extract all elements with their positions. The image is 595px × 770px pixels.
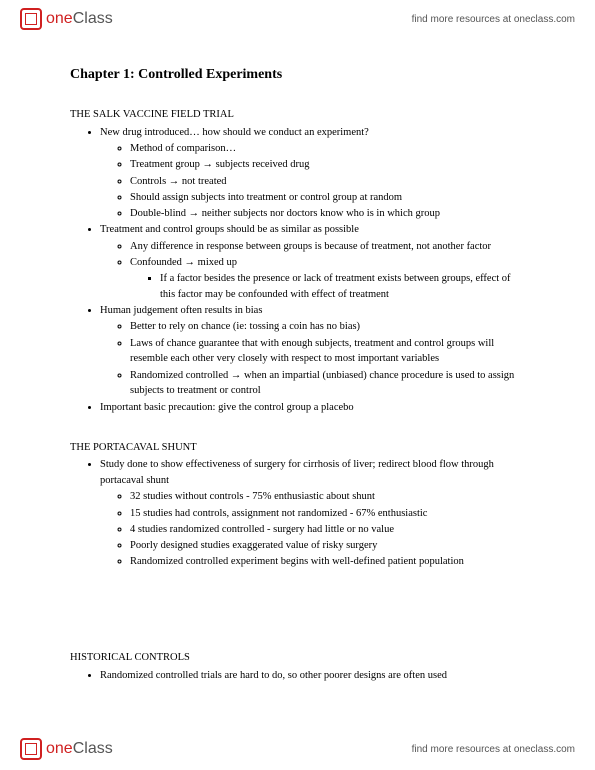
logo-one: one [46, 740, 73, 757]
document-body: Chapter 1: Controlled Experiments THE SA… [0, 34, 595, 694]
logo-class: Class [73, 740, 113, 757]
list-item: 15 studies had controls, assignment not … [130, 506, 525, 522]
list-item: If a factor besides the presence or lack… [160, 271, 525, 303]
list-item: 4 studies randomized controlled - surger… [130, 522, 525, 538]
list-item: Confounded → mixed up [130, 255, 525, 271]
header-link[interactable]: find more resources at oneclass.com [412, 14, 575, 25]
logo-text: oneClass [46, 10, 113, 28]
section-title-historical: HISTORICAL CONTROLS [70, 650, 525, 666]
list-item: Double-blind → neither subjects nor doct… [130, 206, 525, 222]
list-item: Poorly designed studies exaggerated valu… [130, 538, 525, 554]
page-footer: oneClass find more resources at oneclass… [0, 734, 595, 764]
brand-logo-footer[interactable]: oneClass [20, 738, 113, 760]
list-item: Controls → not treated [130, 174, 525, 190]
footer-link[interactable]: find more resources at oneclass.com [412, 744, 575, 755]
list-item: New drug introduced… how should we condu… [100, 125, 525, 141]
list-item: Randomized controlled trials are hard to… [100, 668, 525, 684]
list-item: Important basic precaution: give the con… [100, 400, 525, 416]
list-item: Better to rely on chance (ie: tossing a … [130, 319, 525, 335]
list-shunt: Study done to show effectiveness of surg… [70, 457, 525, 570]
list-salk: New drug introduced… how should we condu… [70, 125, 525, 416]
list-item: Treatment and control groups should be a… [100, 222, 525, 238]
list-item: Laws of chance guarantee that with enoug… [130, 336, 525, 368]
chapter-title: Chapter 1: Controlled Experiments [70, 64, 525, 85]
brand-logo[interactable]: oneClass [20, 8, 113, 30]
list-item: Randomized controlled → when an impartia… [130, 368, 525, 400]
page-header: oneClass find more resources at oneclass… [0, 0, 595, 34]
list-item: Any difference in response between group… [130, 239, 525, 255]
list-item: Human judgement often results in bias [100, 303, 525, 319]
logo-icon [20, 8, 42, 30]
section-title-salk: THE SALK VACCINE FIELD TRIAL [70, 107, 525, 123]
list-item: Method of comparison… [130, 141, 525, 157]
logo-text: oneClass [46, 740, 113, 758]
list-item: 32 studies without controls - 75% enthus… [130, 489, 525, 505]
list-item: Randomized controlled experiment begins … [130, 554, 525, 570]
logo-class: Class [73, 10, 113, 27]
list-historical: Randomized controlled trials are hard to… [70, 668, 525, 684]
logo-icon [20, 738, 42, 760]
list-item: Should assign subjects into treatment or… [130, 190, 525, 206]
logo-one: one [46, 10, 73, 27]
section-title-shunt: THE PORTACAVAL SHUNT [70, 440, 525, 456]
list-item: Study done to show effectiveness of surg… [100, 457, 525, 489]
list-item: Treatment group → subjects received drug [130, 157, 525, 173]
